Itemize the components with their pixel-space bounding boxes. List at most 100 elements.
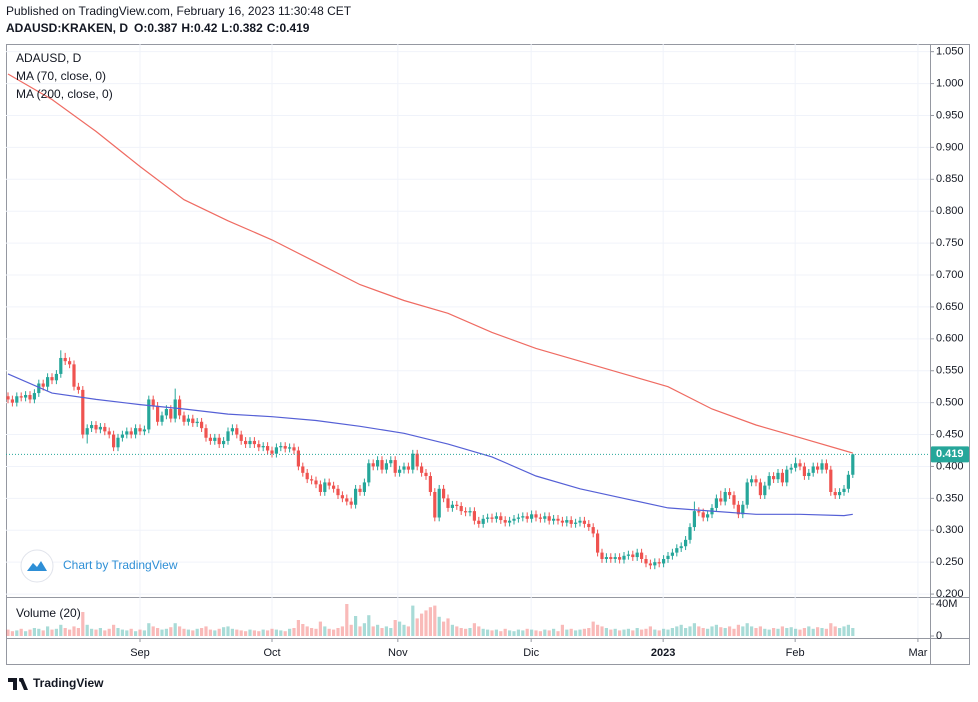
symbol: ADAUSD:KRAKEN, D [6,21,128,35]
volume-bar [697,626,701,636]
candle-body [76,386,80,390]
volume-bar [657,630,661,636]
volume-bar [635,628,639,636]
volume-bar [582,628,586,636]
volume-bar [257,631,261,636]
candle-body [521,516,525,518]
candle-body [28,394,32,400]
candle-body [90,424,94,429]
volume-bar [327,628,331,636]
volume-bar [618,630,622,636]
candle-body [310,479,314,481]
candle-body [613,557,617,559]
candle-body [252,440,256,445]
candle-body [838,491,842,496]
volume-bar [565,629,569,636]
volume-bar [666,629,670,636]
candle-body [230,428,234,432]
volume-bar [279,630,283,636]
candle-body [758,482,762,496]
volume-bar [266,630,270,636]
volume-bar [508,630,512,636]
published-note: Published on TradingView.com, February 1… [6,4,352,18]
candle-body [516,517,520,519]
volume-bar [222,627,226,636]
candle-body [455,504,459,507]
candle-body [816,466,820,470]
chart-title: ADAUSD, D [16,51,82,65]
x-tick-label: 2023 [651,647,675,659]
volume-bar [90,628,94,636]
volume-bar [578,629,582,636]
candle-body [349,501,353,505]
volume-bar [103,630,107,636]
volume-bar [728,626,732,636]
volume-bar [239,630,243,636]
y-tick-label: 0.200 [936,588,964,600]
volume-bar [50,629,54,636]
candle-body [833,491,837,496]
candle-body [666,555,670,559]
candle-body [10,399,14,403]
volume-bar [530,629,534,636]
candle-body [626,554,630,556]
candle-body [679,546,683,549]
candle-body [657,562,661,564]
candle-body [424,472,428,477]
candle-body [741,504,745,515]
volume-bar [323,626,327,636]
volume-bar [292,628,296,636]
volume-bar [776,628,780,636]
volume-bar [310,628,314,636]
volume-bar [675,626,679,636]
volume-bar [521,630,525,636]
volume-bar [622,629,626,636]
candle-body [754,479,758,483]
volume-bar [824,628,828,636]
volume-bar [15,630,19,636]
candle-body [178,399,182,416]
candle-body [437,488,441,518]
volume-bar [296,620,300,636]
candle-body [459,506,463,512]
candle-body [367,463,371,483]
candle-body [296,450,300,467]
volume-bar [644,628,648,636]
volume-bar [692,623,696,636]
candle-body [569,520,573,524]
volume-bar [142,630,146,636]
candle-body [160,415,164,422]
candle-body [552,518,556,521]
candle-body [802,466,806,477]
candle-body [851,454,855,475]
volume-bar [230,628,234,636]
volume-bar [182,628,186,636]
candle-body [72,364,76,387]
volume-bar [63,628,67,636]
x-tick-label: Mar [908,647,927,659]
volume-bar [648,626,652,636]
volume-bar [732,628,736,636]
brand-logo: TradingView [8,676,104,690]
candle-body [248,440,252,445]
candle-body [596,533,600,553]
candle-body [723,491,727,502]
volume-bar [169,627,173,636]
volume-bar [640,629,644,636]
candle-body [780,472,784,483]
volume-bar [376,624,380,636]
ohlc-label: O: [134,21,147,35]
candle-body [534,514,538,518]
candle-body [6,396,10,400]
volume-bar [807,626,811,636]
legend-entry: MA (200, close, 0) [16,87,113,101]
volume-bar [156,628,160,636]
candle-body [15,396,19,403]
candle-body [640,552,644,559]
volume-bar [706,628,710,636]
volume-bar [745,623,749,636]
volume-bar [701,628,705,636]
candle-body [376,460,380,467]
candle-body [398,469,402,473]
volume-bar [349,624,353,636]
